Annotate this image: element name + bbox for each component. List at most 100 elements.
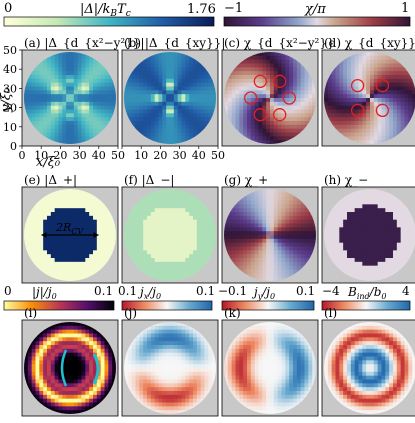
heatmap-cell bbox=[370, 98, 375, 103]
heatmap-cell bbox=[289, 63, 294, 68]
heatmap-cell bbox=[243, 242, 248, 247]
heatmap-cell bbox=[70, 375, 75, 380]
heatmap-cell bbox=[193, 269, 198, 274]
heatmap-cell bbox=[177, 109, 182, 114]
heatmap-cell bbox=[147, 136, 152, 141]
heatmap-cell bbox=[177, 265, 182, 270]
heatmap-cell bbox=[208, 375, 213, 380]
heatmap-cell bbox=[181, 329, 186, 334]
heatmap-cell bbox=[162, 364, 167, 369]
heatmap-cell bbox=[347, 258, 352, 263]
heatmap-cell bbox=[339, 254, 344, 259]
heatmap-cell bbox=[81, 204, 86, 209]
heatmap-cell bbox=[73, 223, 79, 228]
heatmap-cell bbox=[270, 59, 275, 64]
heatmap-cell bbox=[266, 105, 271, 110]
heatmap-cell bbox=[277, 117, 282, 122]
heatmap-cell bbox=[54, 192, 59, 198]
heatmap-cell bbox=[339, 204, 344, 209]
heatmap-cell bbox=[289, 105, 294, 110]
heatmap-cell bbox=[185, 250, 190, 255]
heatmap-cell bbox=[70, 333, 75, 338]
heatmap-cell bbox=[189, 94, 194, 99]
cv-arrow-head-right bbox=[93, 232, 99, 238]
heatmap-cell bbox=[150, 98, 156, 103]
heatmap-cell bbox=[293, 254, 298, 259]
heatmap-cell bbox=[181, 371, 186, 377]
heatmap-cell bbox=[166, 212, 171, 217]
heatmap-cell bbox=[147, 261, 152, 267]
heatmap-cell bbox=[293, 215, 298, 221]
heatmap-cell bbox=[47, 200, 52, 205]
heatmap-cell bbox=[54, 258, 59, 263]
heatmap-cell bbox=[362, 94, 367, 99]
heatmap-cell bbox=[196, 219, 202, 224]
heatmap-cell bbox=[293, 90, 298, 95]
heatmap-cell bbox=[77, 398, 82, 403]
heatmap-cell bbox=[266, 94, 271, 99]
heatmap-cell bbox=[293, 71, 298, 76]
heatmap-cell bbox=[166, 219, 171, 224]
heatmap-cell bbox=[96, 113, 102, 118]
heatmap-cell bbox=[193, 71, 198, 76]
heatmap-cell bbox=[47, 196, 52, 201]
heatmap-cell bbox=[135, 261, 140, 267]
heatmap-cell bbox=[89, 136, 94, 141]
heatmap-cell bbox=[135, 383, 140, 388]
heatmap-cell bbox=[58, 383, 63, 388]
heatmap-cell bbox=[208, 101, 213, 107]
heatmap-cell bbox=[100, 345, 105, 350]
heatmap-cell bbox=[273, 140, 279, 144]
heatmap-cell bbox=[131, 238, 136, 244]
heatmap-cell bbox=[293, 238, 298, 244]
heatmap-cell bbox=[250, 117, 256, 122]
heatmap-cell bbox=[47, 368, 52, 373]
heatmap-cell bbox=[39, 200, 44, 205]
heatmap-cell bbox=[47, 333, 52, 338]
heatmap-cell bbox=[212, 231, 216, 236]
heatmap-cell bbox=[177, 208, 182, 213]
heatmap-cell bbox=[58, 394, 63, 400]
heatmap-cell bbox=[96, 391, 102, 396]
heatmap-cell bbox=[139, 364, 144, 369]
heatmap-cell bbox=[250, 223, 256, 228]
heatmap-cell bbox=[147, 63, 152, 68]
heatmap-cell bbox=[96, 261, 102, 267]
heatmap-cell bbox=[343, 59, 348, 64]
heatmap-cell bbox=[335, 215, 340, 221]
heatmap-cell bbox=[100, 94, 105, 99]
heatmap-cell bbox=[227, 227, 233, 232]
heatmap-cell bbox=[177, 348, 182, 354]
heatmap-cell bbox=[258, 140, 263, 144]
heatmap-cell bbox=[331, 250, 336, 255]
heatmap-cell bbox=[135, 208, 140, 213]
heatmap-cell bbox=[185, 261, 190, 267]
heatmap-cell bbox=[258, 101, 263, 107]
heatmap-cell bbox=[150, 375, 156, 380]
heatmap-cell bbox=[277, 200, 282, 205]
heatmap-cell bbox=[96, 387, 102, 392]
heatmap-cell bbox=[54, 387, 59, 392]
heatmap-cell bbox=[404, 90, 409, 95]
heatmap-cell bbox=[343, 78, 348, 84]
heatmap-disk bbox=[324, 189, 415, 281]
heatmap-cell bbox=[193, 212, 198, 217]
heatmap-cell bbox=[85, 269, 90, 274]
heatmap-cell bbox=[173, 325, 179, 331]
heatmap-cell bbox=[296, 242, 302, 247]
heatmap-cell bbox=[81, 78, 86, 84]
heatmap-cell bbox=[135, 337, 140, 342]
heatmap-cell bbox=[231, 105, 236, 110]
heatmap-cell bbox=[366, 273, 371, 278]
heatmap-cell bbox=[243, 105, 248, 110]
heatmap-cell bbox=[189, 235, 194, 240]
heatmap-cell bbox=[47, 212, 52, 217]
heatmap-cell bbox=[389, 250, 394, 255]
heatmap-cell bbox=[385, 121, 390, 126]
heatmap-cell bbox=[58, 254, 63, 259]
heatmap-cell bbox=[162, 406, 167, 411]
heatmap-cell bbox=[104, 360, 109, 365]
heatmap-cell bbox=[100, 258, 105, 263]
heatmap-cell bbox=[173, 364, 179, 369]
heatmap-cell bbox=[112, 101, 116, 107]
